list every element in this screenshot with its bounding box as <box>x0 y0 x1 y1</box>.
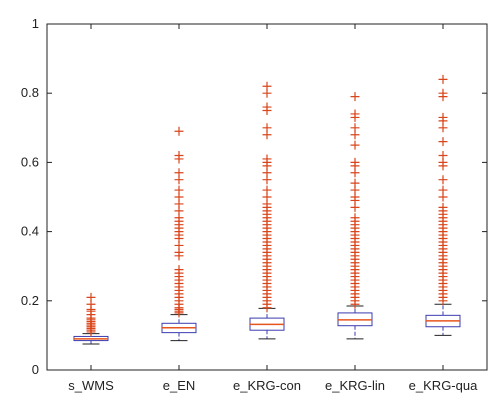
x-axis: s_WMS e_EN e_KRG-con e_KRG-lin e_KRG-qua <box>68 24 478 393</box>
box-s_WMS <box>73 292 109 345</box>
outlier-point <box>438 150 448 160</box>
outlier-point <box>174 150 184 160</box>
outlier-point <box>174 185 184 195</box>
y-tick-label: 0.8 <box>21 85 39 100</box>
x-tick-label: e_KRG-con <box>233 378 301 393</box>
outlier-point <box>262 102 272 112</box>
outlier-point <box>350 140 360 150</box>
outlier-point <box>438 185 448 195</box>
outlier-point <box>350 92 360 102</box>
outlier-point <box>438 112 448 122</box>
box-e_KRG-lin <box>337 92 373 340</box>
outlier-point <box>262 185 272 195</box>
y-tick-label: 0 <box>32 362 39 377</box>
y-tick-label: 0.6 <box>21 154 39 169</box>
outlier-point <box>350 123 360 133</box>
boxplot-series <box>73 74 461 345</box>
box-e_KRG-qua <box>425 74 461 336</box>
outlier-point <box>174 265 184 275</box>
outlier-point <box>262 81 272 91</box>
x-tick-label: e_KRG-lin <box>325 378 385 393</box>
outlier-point <box>262 154 272 164</box>
box-e_KRG-con <box>249 81 285 340</box>
x-tick-label: e_KRG-qua <box>409 378 478 393</box>
outlier-point <box>174 126 184 136</box>
outlier-point <box>438 88 448 98</box>
y-tick-label: 0.2 <box>21 293 39 308</box>
outlier-point <box>350 213 360 223</box>
outlier-point <box>438 175 448 185</box>
outlier-point <box>438 202 448 212</box>
outlier-point <box>86 292 96 302</box>
outlier-point <box>350 178 360 188</box>
y-tick-label: 1 <box>32 16 39 31</box>
x-tick-label: s_WMS <box>68 378 114 393</box>
outlier-point <box>438 137 448 147</box>
outlier-point <box>262 123 272 133</box>
box-e_EN <box>161 126 197 342</box>
outlier-point <box>174 168 184 178</box>
outlier-point <box>350 157 360 167</box>
x-tick-label: e_EN <box>163 378 196 393</box>
outlier-point <box>350 109 360 119</box>
y-tick-label: 0.4 <box>21 224 39 239</box>
y-axis: 0 0.2 0.4 0.6 0.8 1 <box>21 16 487 377</box>
outlier-point <box>438 74 448 84</box>
